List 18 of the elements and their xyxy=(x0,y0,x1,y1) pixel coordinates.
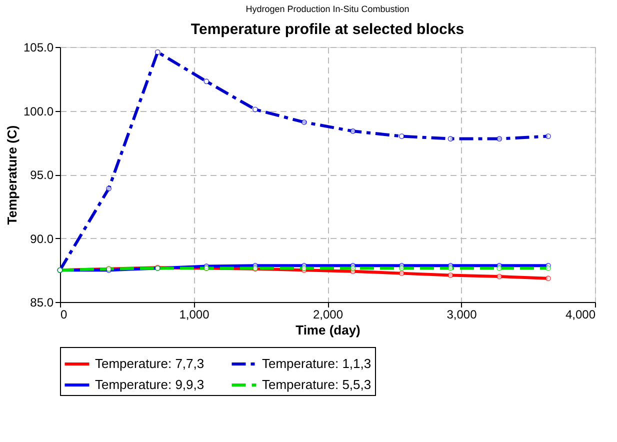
y-tick-label: 85.0 xyxy=(30,296,54,310)
x-axis-title: Time (day) xyxy=(296,322,360,338)
legend-label: Temperature: 1,1,3 xyxy=(262,356,372,371)
y-tick-label: 105.0 xyxy=(23,40,54,54)
legend-label: Temperature: 5,5,3 xyxy=(262,377,372,392)
y-axis-title: Temperature (C) xyxy=(4,125,20,225)
chart-title: Hydrogen Production In-Situ Combustion xyxy=(246,4,410,14)
x-tick-label: 0 xyxy=(60,308,68,322)
chart-subtitle: Temperature profile at selected blocks xyxy=(190,21,464,38)
y-tick-label: 90.0 xyxy=(30,232,54,246)
y-tick-label: 100.0 xyxy=(23,104,54,118)
x-tick-label: 3,000 xyxy=(446,308,478,322)
legend-label: Temperature: 7,7,3 xyxy=(95,356,204,371)
legend-label: Temperature: 9,9,3 xyxy=(95,377,204,392)
x-tick-label: 1,000 xyxy=(179,308,210,322)
y-tick-label: 95.0 xyxy=(30,168,54,182)
x-tick-label: 2,000 xyxy=(312,308,344,322)
x-tick-label: 4,000 xyxy=(565,308,596,322)
